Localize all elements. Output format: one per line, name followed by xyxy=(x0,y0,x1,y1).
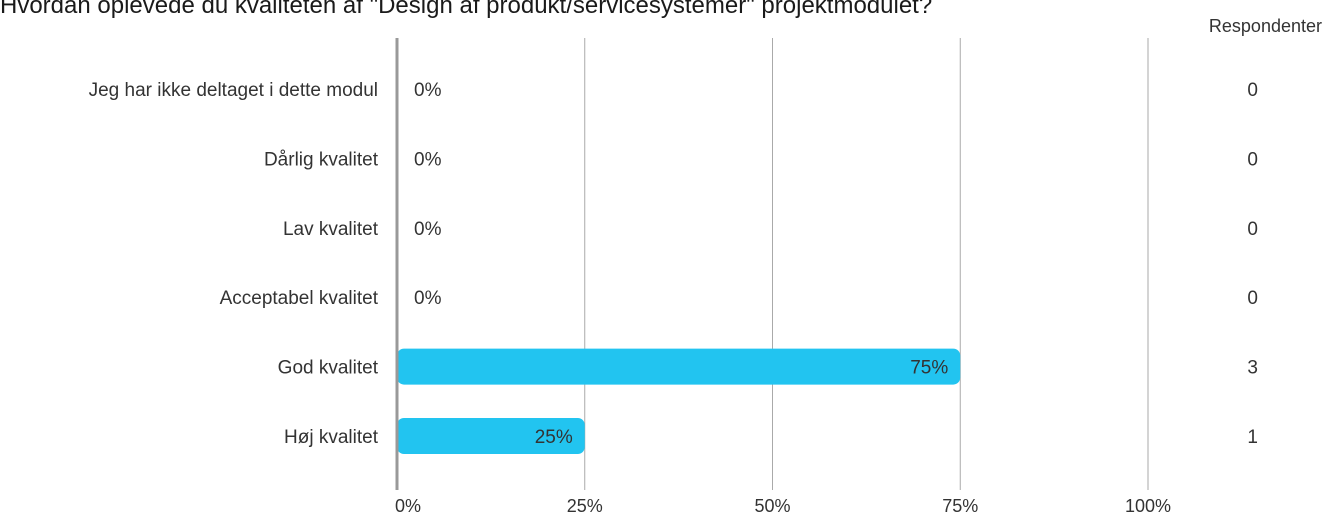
category-label: Dårlig kvalitet xyxy=(264,149,379,170)
bars xyxy=(397,348,961,454)
x-tick-label: 0% xyxy=(395,496,421,516)
value-label: 0% xyxy=(414,219,442,240)
x-tick-label: 75% xyxy=(942,496,978,516)
respondent-count: 0 xyxy=(1247,219,1258,240)
x-tick-label: 100% xyxy=(1125,496,1171,516)
value-label: 0% xyxy=(414,288,442,309)
value-label: 25% xyxy=(535,427,573,448)
category-label: God kvalitet xyxy=(278,358,379,379)
chart-title: Hvordan oplevede du kvaliteten af "Desig… xyxy=(0,0,933,19)
respondent-count: 1 xyxy=(1247,427,1258,448)
category-label: Acceptabel kvalitet xyxy=(220,288,379,309)
category-label: Lav kvalitet xyxy=(283,219,379,240)
respondent-count: 0 xyxy=(1247,288,1258,309)
category-label: Jeg har ikke deltaget i dette modul xyxy=(89,80,378,101)
respondent-count: 0 xyxy=(1247,149,1258,170)
respondent-count: 0 xyxy=(1247,80,1258,101)
respondents-header: Respondenter xyxy=(1209,16,1322,36)
bar xyxy=(397,348,961,385)
value-labels: 0% 0% 0% 0% 75% 25% xyxy=(414,80,948,448)
category-label: Høj kvalitet xyxy=(284,427,379,448)
category-labels: Jeg har ikke deltaget i dette modul Dårli… xyxy=(89,80,379,448)
x-tick-label: 25% xyxy=(567,496,603,516)
value-label: 0% xyxy=(414,149,442,170)
x-tick-labels: 0% 25% 50% 75% 100% xyxy=(395,496,1171,516)
respondent-count: 3 xyxy=(1247,358,1258,379)
value-label: 0% xyxy=(414,80,442,101)
grid-lines xyxy=(584,38,1149,490)
x-tick-label: 50% xyxy=(754,496,790,516)
value-label: 75% xyxy=(910,358,948,379)
respondent-counts: 0 0 0 0 3 1 xyxy=(1247,80,1258,448)
bar xyxy=(397,418,585,454)
